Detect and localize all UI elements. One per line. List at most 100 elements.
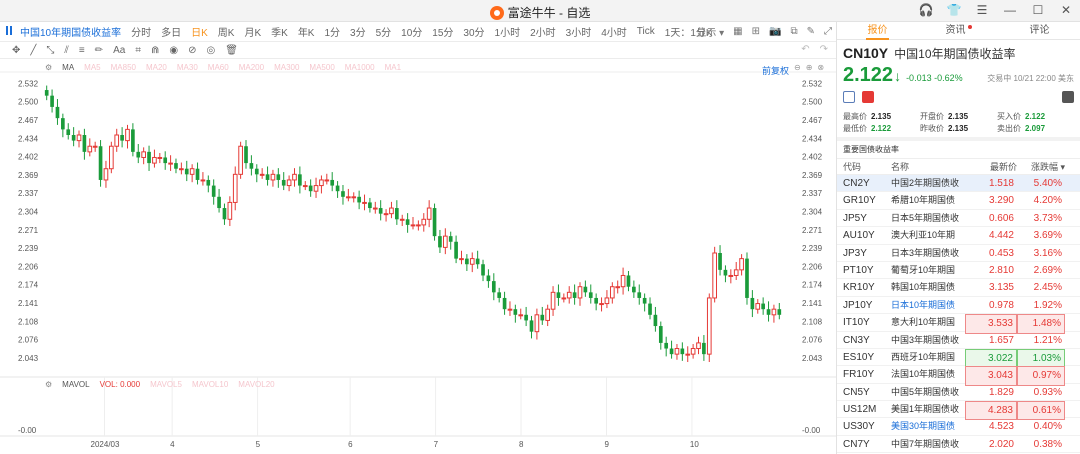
headset-icon[interactable]: 🎧 <box>918 3 934 17</box>
period-18[interactable]: 1天：1分K <box>664 28 713 39</box>
period-7[interactable]: 1分 <box>324 28 341 39</box>
vol-settings-gear-icon[interactable]: ⚙ <box>45 380 53 389</box>
fib-icon[interactable]: ≡ <box>78 44 85 56</box>
line-icon[interactable]: ╱ <box>30 44 37 56</box>
ma-legend-item[interactable]: MA850 <box>110 63 136 72</box>
ray-icon[interactable]: ⤡ <box>46 44 55 56</box>
mavol-legend-item[interactable]: MAVOL10 <box>191 380 229 389</box>
close-panel-icon[interactable]: ⊗ <box>817 63 825 72</box>
undo-icon[interactable]: ↶ <box>801 44 810 55</box>
grid-icon[interactable]: ▦ <box>733 26 743 37</box>
magnet-icon[interactable]: ⋒ <box>151 44 160 56</box>
trash-icon[interactable]: 🗑 <box>225 44 238 56</box>
table-row[interactable]: CN2Y 中国2年期国债收 1.518 5.40% <box>837 175 1080 193</box>
camera-icon[interactable]: 📷 <box>769 26 782 37</box>
chart-area[interactable]: 2.532 2.532 2.500 2.500 2.467 2.467 2.434 2.434… <box>0 59 836 454</box>
tab-quote[interactable]: 报价 <box>837 22 918 40</box>
period-4[interactable]: 月K <box>244 28 262 39</box>
channel-icon[interactable]: ⫽ <box>64 44 69 56</box>
shirt-icon[interactable]: 👕 <box>946 3 962 17</box>
period-5[interactable]: 季K <box>271 28 288 39</box>
table-row[interactable]: JP3Y 日本3年期国债收 0.453 3.16% <box>837 245 1080 262</box>
ma-legend-item[interactable]: MA200 <box>238 63 265 72</box>
pattern-icon[interactable]: ⌗ <box>135 44 141 56</box>
menu-icon[interactable]: ☰ <box>976 3 988 17</box>
table-row[interactable]: PT10Y 葡萄牙10年期国 2.810 2.69% <box>837 262 1080 280</box>
alert-bell-icon[interactable] <box>1062 91 1074 103</box>
col-pct[interactable]: 涨跌幅 ▾ <box>1030 162 1065 172</box>
zoom-out-icon[interactable]: ⊖ <box>794 63 801 72</box>
ma-legend-item[interactable]: MA30 <box>176 63 198 72</box>
maximize-icon[interactable]: ☐ <box>1032 3 1044 17</box>
table-row[interactable]: ES10Y 西班牙10年期国 3.022 1.03% <box>837 348 1080 369</box>
close-icon[interactable]: ✕ <box>1060 3 1072 17</box>
period-8[interactable]: 3分 <box>350 28 366 39</box>
row-pct: 2.69% <box>1033 264 1062 276</box>
text-icon[interactable]: Aa <box>113 44 126 56</box>
edit-icon[interactable]: ✎ <box>806 26 815 37</box>
table-row[interactable]: US12M 美国1年期国债收 4.283 0.61% <box>837 401 1080 421</box>
mavol-legend-item[interactable]: MAVOL5 <box>150 380 182 389</box>
pen-icon[interactable]: ✏ <box>94 44 104 56</box>
ma-legend-item[interactable]: MA20 <box>145 63 167 72</box>
period-2[interactable]: 日K <box>191 28 208 39</box>
mavol-legend-item[interactable]: MAVOL20 <box>238 380 275 389</box>
table-row[interactable]: GR10Y 希腊10年期国债 3.290 4.20% <box>837 192 1080 210</box>
period-13[interactable]: 1小时 <box>494 28 521 39</box>
ma-legend-item[interactable]: MA1000 <box>344 63 375 72</box>
settings-gear-icon[interactable]: ⚙ <box>45 63 53 72</box>
period-10[interactable]: 10分 <box>401 28 423 39</box>
period-12[interactable]: 30分 <box>463 28 485 39</box>
zoom-in-icon[interactable]: ⊕ <box>805 63 813 72</box>
notes-icon[interactable] <box>843 91 855 103</box>
period-1[interactable]: 多日 <box>161 28 182 39</box>
fullscreen-icon[interactable]: ⤢ <box>824 26 832 37</box>
table-row[interactable]: CN5Y 中国5年期国债收 1.829 0.93% <box>837 384 1080 402</box>
period-15[interactable]: 3小时 <box>565 28 592 39</box>
window-icon[interactable]: ⧉ <box>790 26 798 37</box>
period-14[interactable]: 2小时 <box>530 28 556 39</box>
row-code: AU10Y <box>843 230 875 242</box>
table-row[interactable]: FR10Y 法国10年期国债 3.043 0.97% <box>837 366 1080 386</box>
col-price[interactable]: 最新价 <box>989 162 1017 172</box>
table-row[interactable]: JP5Y 日本5年期国债收 0.606 3.73% <box>837 210 1080 228</box>
table-row[interactable]: KR10Y 韩国10年期国债 3.135 2.45% <box>837 279 1080 297</box>
visible-icon[interactable]: ◎ <box>206 44 216 56</box>
tab-news[interactable]: 资讯 <box>918 22 999 39</box>
minimize-icon[interactable]: — <box>1004 3 1016 17</box>
redo-icon[interactable]: ↷ <box>819 44 828 55</box>
vol-axis-right: -0.00 <box>802 426 821 435</box>
period-3[interactable]: 周K <box>217 28 235 39</box>
candlestick-chart[interactable]: 2.532 2.532 2.500 2.500 2.467 2.467 2.434 2.434… <box>0 59 836 454</box>
move-icon[interactable]: ✥ <box>12 44 21 56</box>
table-row[interactable]: CN3Y 中国3年期国债收 1.657 1.21% <box>837 332 1080 349</box>
lock-icon[interactable]: ⊘ <box>188 44 197 56</box>
favorite-heart-icon[interactable] <box>861 91 874 103</box>
col-name[interactable]: 名称 <box>891 162 910 172</box>
table-row[interactable]: CN7Y 中国7年期国债收 2.020 0.38% <box>837 436 1080 454</box>
chart-symbol[interactable]: 中国10年期国债收益率 <box>0 24 126 39</box>
layout-icon[interactable]: ⊞ <box>751 26 761 37</box>
candle-body <box>454 241 458 259</box>
adjust-price-button[interactable]: 前复权 <box>762 66 790 76</box>
period-11[interactable]: 15分 <box>432 28 454 39</box>
table-row[interactable]: JP10Y 日本10年期国债 0.978 1.92% <box>837 297 1080 315</box>
period-6[interactable]: 年K <box>297 28 315 39</box>
ma-legend-item[interactable]: MA300 <box>274 63 300 72</box>
period-16[interactable]: 4小时 <box>601 28 627 39</box>
display-menu[interactable]: 显示 ▾ <box>696 28 725 39</box>
eye-icon[interactable]: ◉ <box>169 44 179 56</box>
period-9[interactable]: 5分 <box>375 28 392 39</box>
table-row[interactable]: US30Y 美国30年期国债 4.523 0.40% <box>837 418 1080 436</box>
ma-legend-item[interactable]: MA500 <box>309 63 335 72</box>
col-code[interactable]: 代码 <box>843 162 862 172</box>
table-row[interactable]: AU10Y 澳大利亚10年期 4.442 3.69% <box>837 227 1080 245</box>
period-17[interactable]: Tick <box>636 26 655 37</box>
ma-legend-item[interactable]: MA5 <box>84 63 101 72</box>
period-0[interactable]: 分时 <box>131 28 152 39</box>
tab-comments[interactable]: 评论 <box>999 22 1080 39</box>
row-price: 2.810 <box>988 264 1014 276</box>
ma-legend-item[interactable]: MA60 <box>207 63 229 72</box>
table-row[interactable]: IT10Y 意大利10年期国 3.533 1.48% <box>837 314 1080 334</box>
ma-legend-item[interactable]: MA1 <box>384 63 402 72</box>
